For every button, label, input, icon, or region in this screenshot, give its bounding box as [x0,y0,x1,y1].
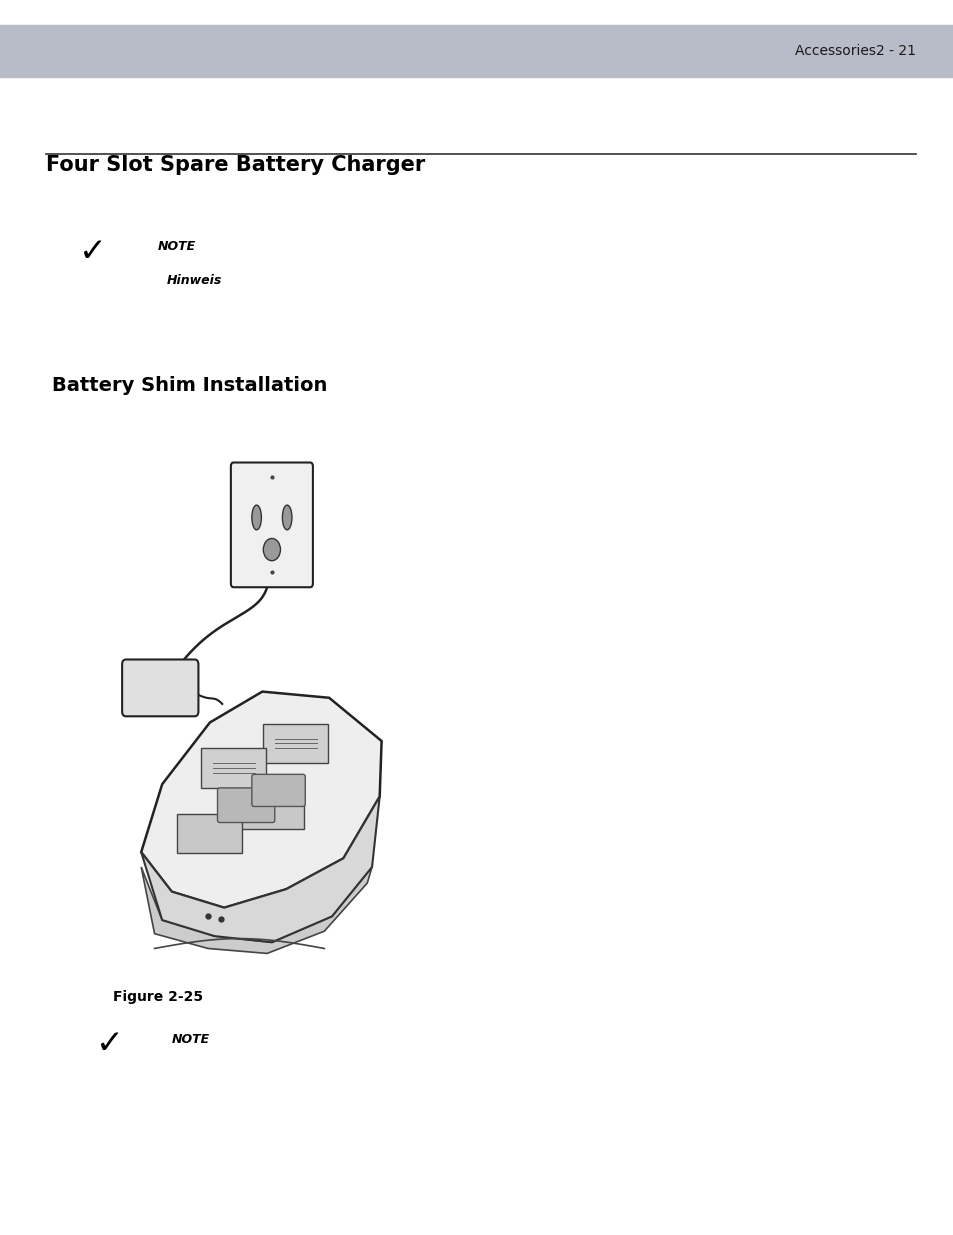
Ellipse shape [252,505,261,530]
Text: NOTE: NOTE [157,241,195,253]
FancyBboxPatch shape [252,774,305,806]
Polygon shape [141,797,379,942]
Polygon shape [141,867,372,953]
Text: Battery Shim Installation: Battery Shim Installation [52,377,328,395]
Text: ✓: ✓ [95,1028,124,1060]
Text: Accessories2 - 21: Accessories2 - 21 [794,43,915,58]
Circle shape [263,538,280,561]
Text: NOTE: NOTE [172,1034,210,1046]
Polygon shape [201,748,266,788]
Bar [0,25,953,77]
Polygon shape [141,692,381,908]
FancyBboxPatch shape [122,659,198,716]
Text: Hinweis: Hinweis [167,274,222,287]
Polygon shape [239,789,304,829]
Text: Four Slot Spare Battery Charger: Four Slot Spare Battery Charger [46,156,425,175]
Text: ✓: ✓ [79,236,108,268]
Polygon shape [177,814,242,853]
Text: Figure 2-25: Figure 2-25 [112,989,202,1004]
Polygon shape [263,724,328,763]
FancyBboxPatch shape [231,463,313,588]
Ellipse shape [282,505,292,530]
FancyBboxPatch shape [217,788,274,823]
